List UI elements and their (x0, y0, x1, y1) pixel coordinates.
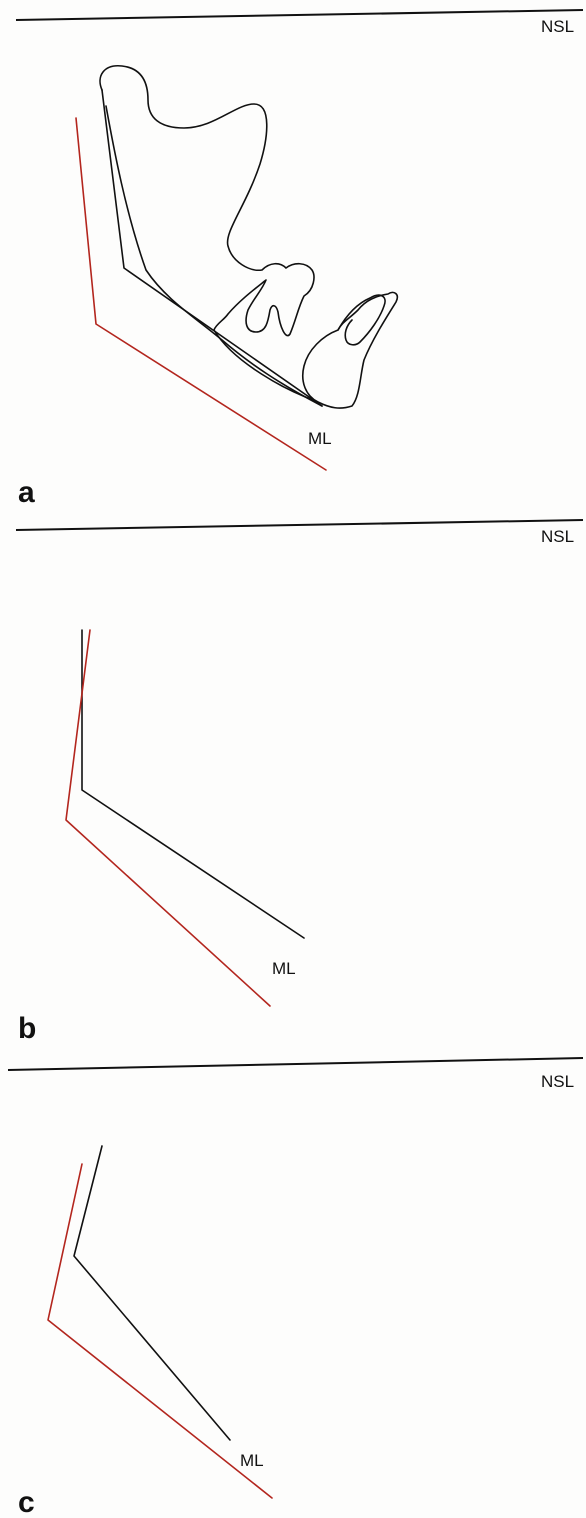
mandibular-tangent-a (101, 89, 323, 407)
nsl-line-a (15, 9, 584, 21)
nsl-label-c: NSL (541, 1072, 574, 1091)
nsl-line-c (7, 1057, 584, 1071)
panel-letter-c: c (18, 1486, 35, 1518)
incisor-a (337, 294, 386, 346)
rotated-ml-a (75, 117, 327, 471)
ml-label-c: ML (240, 1451, 264, 1470)
inferior-border-a (105, 105, 323, 407)
panel-c: NSL ML c (7, 1057, 584, 1518)
nsl-line-b (15, 519, 584, 531)
panel-letter-b: b (18, 1012, 36, 1045)
ml-label-a: ML (308, 429, 332, 448)
panel-b: NSL ML b (15, 519, 584, 1045)
original-ml-b (81, 629, 305, 939)
rotated-ml-c (47, 1163, 273, 1499)
mandible-outline-a (99, 65, 399, 409)
rotated-ml-b (65, 629, 271, 1007)
panel-a: NSL ML a (15, 9, 584, 509)
nsl-label-a: NSL (541, 17, 574, 36)
panel-letter-a: a (18, 476, 35, 509)
original-ml-c (73, 1145, 231, 1441)
nsl-label-b: NSL (541, 527, 574, 546)
ml-label-b: ML (272, 959, 296, 978)
